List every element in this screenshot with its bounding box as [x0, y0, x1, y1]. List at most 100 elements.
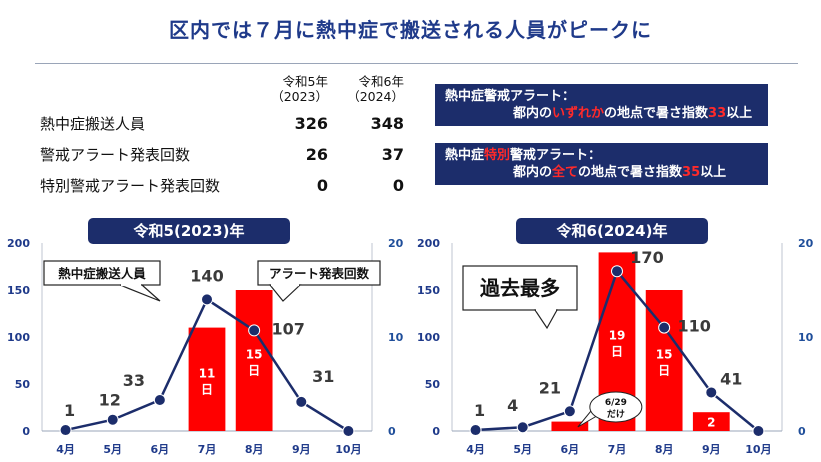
right-tick-label: 20	[388, 237, 404, 250]
category-label: 8月	[245, 443, 264, 456]
row-label: 警戒アラート発表回数	[40, 146, 191, 164]
bar-data-label: 日	[248, 364, 260, 378]
category-label: 10月	[745, 443, 771, 456]
line-data-label: 41	[720, 369, 742, 388]
row-value-2023: 326	[294, 114, 328, 133]
row-value-2024: 0	[392, 176, 404, 195]
row-value-2024: 348	[370, 114, 404, 133]
row-label: 特別警戒アラート発表回数	[40, 177, 221, 195]
ellipse-callout-text: 6/29	[605, 398, 627, 408]
line-data-label: 170	[630, 248, 663, 267]
line-data-label: 1	[474, 401, 485, 420]
bar	[235, 290, 273, 431]
line-data-label: 31	[312, 367, 334, 386]
left-tick-label: 50	[15, 378, 31, 391]
row-value-2023: 26	[305, 145, 328, 164]
bar	[188, 327, 226, 431]
bar-data-label: 日	[658, 364, 670, 378]
ellipse-callout	[589, 391, 643, 423]
callout-text: 熱中症搬送人員	[58, 266, 146, 281]
bar-data-label: 19	[609, 329, 626, 343]
heat-alert-box: 熱中症警戒アラート： 都内のいずれかの地点で暑さ指数33以上	[435, 84, 768, 126]
left-tick-label: 0	[22, 425, 30, 438]
line-point	[342, 425, 355, 437]
callout-text: アラート発表回数	[269, 266, 370, 281]
line-data-label: 12	[99, 391, 121, 410]
line-data-label: 110	[677, 317, 710, 336]
category-label: 5月	[513, 443, 532, 456]
right-tick-label: 10	[388, 331, 404, 344]
bar-data-label: 2	[707, 416, 715, 430]
category-label: 9月	[292, 443, 311, 456]
line-point	[516, 421, 529, 434]
category-label: 9月	[702, 443, 721, 456]
left-tick-label: 100	[7, 331, 30, 344]
callout-tail	[268, 284, 302, 302]
line-point	[658, 321, 671, 334]
bar-data-label: 15	[246, 348, 263, 362]
left-tick-label: 150	[417, 284, 440, 297]
callout-box	[43, 260, 161, 286]
line-point	[469, 424, 482, 437]
bar	[692, 412, 730, 431]
col-2024-header: 令和6年 （2024）	[347, 74, 404, 104]
line-point	[106, 413, 119, 426]
category-label: 4月	[56, 443, 75, 456]
category-label: 8月	[655, 443, 674, 456]
line-point	[611, 265, 623, 278]
right-tick-label: 0	[388, 425, 396, 438]
table-header-row: 令和5年 （2023） 令和6年 （2024）	[40, 74, 404, 108]
line-data-label: 21	[539, 378, 561, 397]
stats-table: 令和5年 （2023） 令和6年 （2024） 熱中症搬送人員 326 348 警戒…	[40, 74, 404, 201]
line-point	[563, 405, 576, 418]
right-tick-label: 0	[798, 425, 806, 438]
chart-title-header	[516, 218, 708, 244]
line-point	[295, 395, 308, 408]
category-label: 6月	[151, 443, 170, 456]
bar-data-label: 15	[656, 348, 673, 362]
chart-title-header	[88, 218, 290, 244]
col-2023-header: 令和5年 （2023）	[271, 74, 328, 104]
line-point	[153, 393, 166, 406]
left-tick-label: 100	[417, 331, 440, 344]
line-point	[248, 324, 261, 337]
chart-title: 令和6(2024)年	[557, 222, 668, 240]
bar-data-label: 日	[201, 382, 213, 396]
line-point	[752, 425, 765, 437]
ellipse-callout-text: だけ	[607, 409, 625, 420]
line-data-label: 1	[64, 401, 75, 420]
left-tick-label: 200	[417, 237, 440, 250]
bar	[551, 421, 589, 431]
table-row: 熱中症搬送人員 326 348	[40, 108, 404, 139]
line-data-label: 4	[507, 396, 518, 415]
callout-text: 過去最多	[480, 276, 560, 300]
row-value-2023: 0	[316, 176, 328, 195]
chart-title: 令和5(2023)年	[134, 222, 245, 240]
left-tick-label: 0	[432, 425, 440, 438]
table-row: 特別警戒アラート発表回数 0 0	[40, 170, 404, 201]
bar-data-label: 11	[199, 366, 216, 380]
category-label: 4月	[466, 443, 485, 456]
left-tick-label: 150	[7, 284, 30, 297]
callout-tail	[119, 284, 161, 302]
callout-tail	[533, 309, 559, 330]
special-heat-alert-box: 熱中症特別警戒アラート： 都内の全ての地点で暑さ指数35以上	[435, 143, 768, 185]
row-value-2024: 37	[381, 145, 404, 164]
line-data-label: 140	[190, 266, 223, 285]
line-point	[201, 293, 213, 306]
line-point	[59, 424, 72, 437]
page-title: 区内では７月に熱中症で搬送される人員がピークに	[169, 18, 652, 42]
line-data-label: 33	[123, 371, 145, 390]
right-tick-label: 20	[798, 237, 814, 250]
category-label: 5月	[103, 443, 122, 456]
divider	[35, 63, 798, 64]
line-data-label: 107	[271, 319, 304, 338]
line-point	[705, 386, 718, 399]
category-label: 6月	[561, 443, 580, 456]
category-label: 7月	[198, 443, 217, 456]
bar-data-label: 日	[611, 345, 623, 359]
callout-box	[257, 260, 381, 286]
category-label: 10月	[335, 443, 361, 456]
callout-box	[462, 265, 578, 311]
